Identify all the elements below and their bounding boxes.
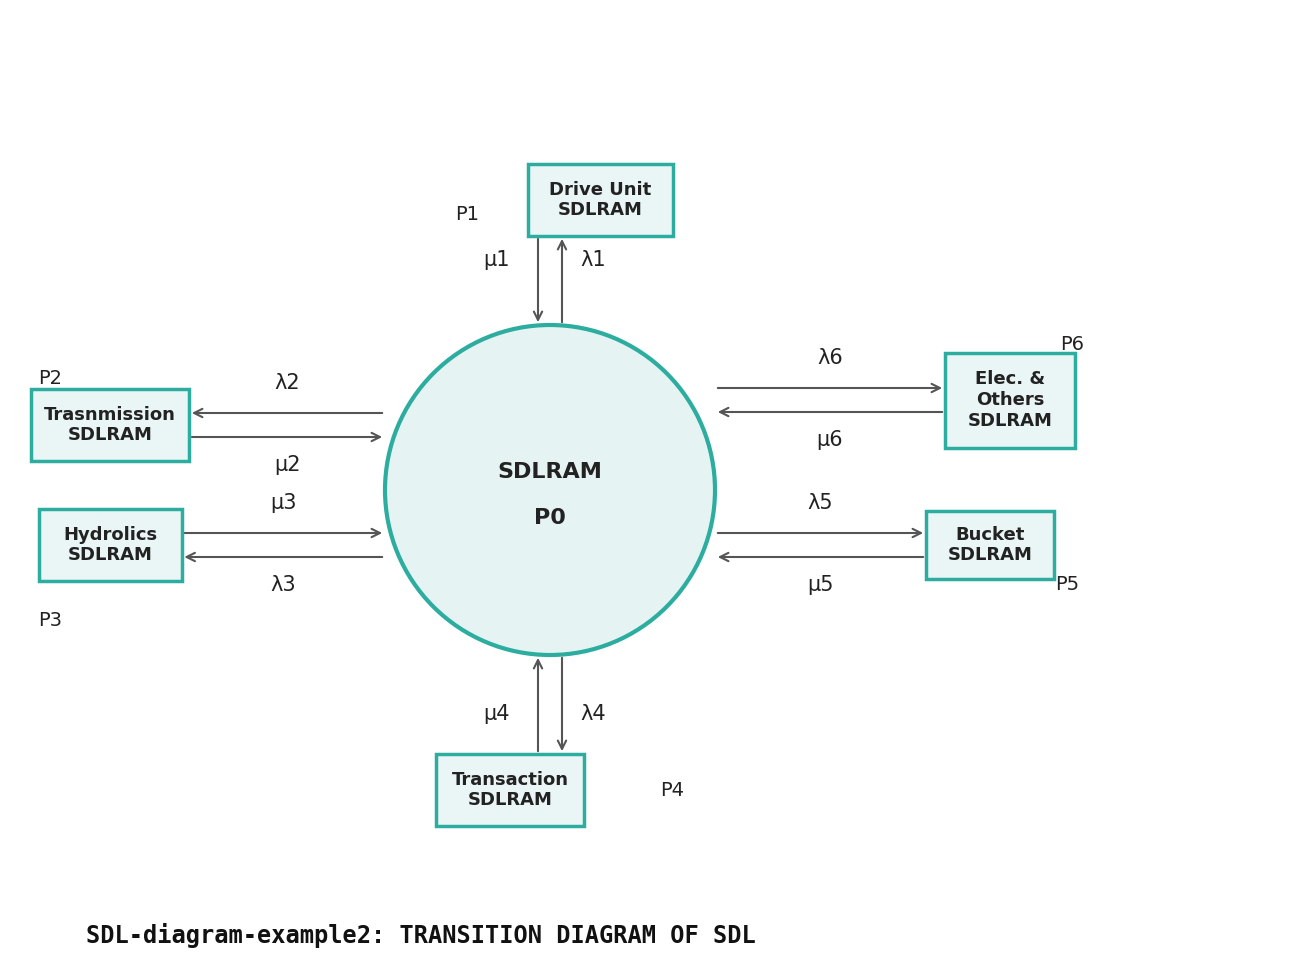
Text: λ4: λ4 bbox=[580, 704, 605, 724]
Text: Drive Unit
SDLRAM: Drive Unit SDLRAM bbox=[549, 181, 651, 219]
FancyBboxPatch shape bbox=[436, 754, 584, 826]
Text: P3: P3 bbox=[38, 611, 62, 630]
Text: λ1: λ1 bbox=[580, 250, 605, 270]
FancyBboxPatch shape bbox=[38, 509, 182, 581]
Text: μ1: μ1 bbox=[483, 250, 511, 270]
Text: Bucket
SDLRAM: Bucket SDLRAM bbox=[948, 526, 1033, 564]
Text: P0: P0 bbox=[534, 508, 566, 528]
Text: P5: P5 bbox=[1055, 576, 1079, 594]
Text: SDL-diagram-example2: TRANSITION DIAGRAM OF SDL: SDL-diagram-example2: TRANSITION DIAGRAM… bbox=[86, 923, 755, 948]
Text: μ3: μ3 bbox=[270, 493, 296, 513]
Text: λ6: λ6 bbox=[817, 348, 842, 368]
Text: λ5: λ5 bbox=[808, 493, 833, 513]
Text: μ4: μ4 bbox=[483, 704, 511, 724]
Text: P4: P4 bbox=[661, 781, 684, 800]
Text: μ6: μ6 bbox=[817, 430, 844, 450]
FancyBboxPatch shape bbox=[945, 353, 1075, 447]
Text: Elec. &
Others
SDLRAM: Elec. & Others SDLRAM bbox=[967, 370, 1053, 430]
Text: Transaction
SDLRAM: Transaction SDLRAM bbox=[451, 771, 569, 810]
Text: μ5: μ5 bbox=[807, 575, 834, 595]
Text: P1: P1 bbox=[455, 206, 479, 224]
Text: λ2: λ2 bbox=[274, 373, 300, 393]
Text: P2: P2 bbox=[38, 368, 62, 387]
Text: P6: P6 bbox=[1059, 335, 1084, 355]
Text: λ3: λ3 bbox=[270, 575, 296, 595]
Text: SDLRAM: SDLRAM bbox=[497, 462, 603, 482]
FancyBboxPatch shape bbox=[926, 511, 1054, 579]
Text: Hydrolics
SDLRAM: Hydrolics SDLRAM bbox=[63, 526, 157, 564]
FancyBboxPatch shape bbox=[32, 389, 190, 461]
FancyBboxPatch shape bbox=[528, 164, 672, 236]
Text: μ2: μ2 bbox=[274, 455, 300, 475]
Ellipse shape bbox=[386, 325, 715, 655]
Text: Trasnmission
SDLRAM: Trasnmission SDLRAM bbox=[43, 406, 176, 444]
